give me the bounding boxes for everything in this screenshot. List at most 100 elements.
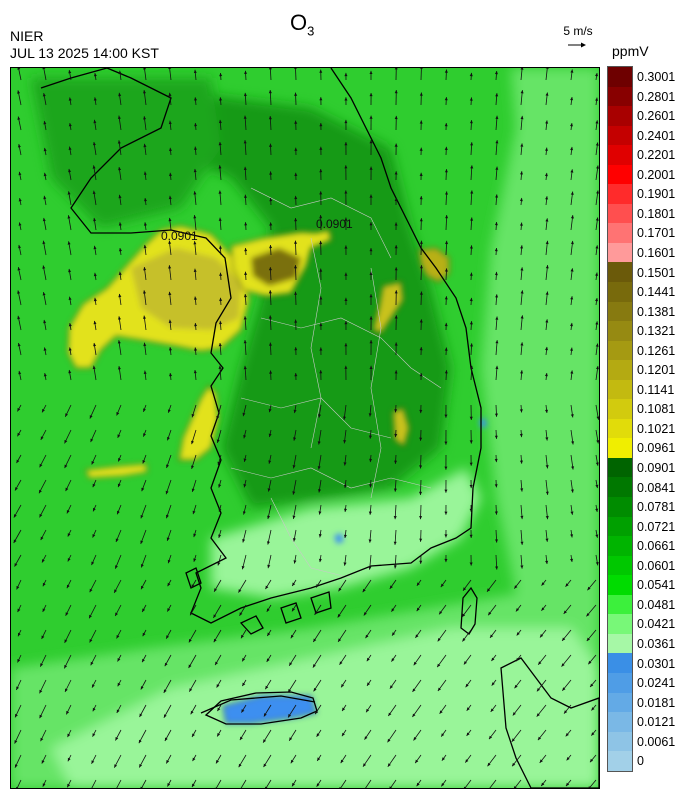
wind-arrow xyxy=(319,122,323,131)
wind-arrow xyxy=(539,754,547,764)
wind-arrow xyxy=(595,404,599,420)
wind-arrow xyxy=(67,754,72,762)
wind-arrow xyxy=(117,679,122,687)
wind-arrow xyxy=(68,369,72,381)
wind-arrow xyxy=(115,529,122,543)
wind-arrow xyxy=(520,245,524,256)
wind-arrow xyxy=(586,629,597,642)
wind-arrow xyxy=(262,729,272,743)
wind-arrow xyxy=(42,68,47,81)
species-subscript: 3 xyxy=(307,23,315,39)
south-sea-lighter-field xyxy=(51,628,599,788)
wind-arrow xyxy=(520,342,524,356)
wind-arrow xyxy=(469,479,473,489)
wind-arrow xyxy=(491,654,497,662)
wind-arrow xyxy=(65,479,72,492)
wind-arrow xyxy=(143,266,147,281)
wind-arrow xyxy=(512,704,522,716)
wind-arrow xyxy=(239,604,247,617)
wind-arrow xyxy=(66,779,72,788)
wind-arrow xyxy=(288,654,297,667)
wind-arrow xyxy=(344,365,348,381)
wind-arrow xyxy=(362,579,372,593)
wind-arrow xyxy=(570,370,574,381)
ulleung-island xyxy=(460,586,478,635)
wind-arrow xyxy=(117,340,122,356)
wind-arrow xyxy=(520,315,524,331)
wind-vector-field xyxy=(13,68,599,788)
wind-arrow xyxy=(68,168,72,181)
wind-arrow xyxy=(93,73,97,81)
wind-arrow xyxy=(193,168,197,181)
legend-swatch xyxy=(608,418,632,439)
legend-label: 0.1381 xyxy=(637,304,676,319)
wind-arrow xyxy=(268,68,272,81)
wind-arrow xyxy=(519,454,523,464)
wind-arrow xyxy=(193,296,197,306)
legend-label: 0.1021 xyxy=(637,421,676,436)
wind-arrow xyxy=(265,779,272,788)
wind-arrow xyxy=(39,679,47,694)
wind-arrow xyxy=(495,194,499,206)
wind-arrow xyxy=(545,346,549,356)
wind-arrow xyxy=(14,754,22,768)
wind-arrow xyxy=(413,729,422,741)
wind-arrow xyxy=(393,479,397,492)
legend-label: 0.1201 xyxy=(637,363,676,378)
wind-arrow xyxy=(292,504,297,519)
wind-arrow xyxy=(194,347,198,356)
wind-arrow xyxy=(413,654,422,666)
wind-arrow xyxy=(589,679,597,688)
wind-arrow xyxy=(515,654,522,662)
wind-arrow xyxy=(419,195,423,206)
wind-arrow xyxy=(369,70,373,80)
legend-label: 0.0481 xyxy=(637,597,676,612)
wind-arrow xyxy=(369,271,373,280)
wind-arrow xyxy=(267,504,272,520)
wind-arrow xyxy=(570,454,575,470)
wind-arrow xyxy=(14,729,22,744)
wind-arrow xyxy=(369,222,373,230)
wind-arrow xyxy=(43,195,47,206)
wind-arrow xyxy=(290,754,297,764)
wind-arrow xyxy=(168,319,172,331)
wind-arrow xyxy=(267,479,272,492)
wind-arrow xyxy=(394,342,398,356)
wind-arrow xyxy=(294,347,298,356)
wind-arrow xyxy=(441,754,447,761)
wind-arrow xyxy=(494,479,498,488)
wind-arrow xyxy=(394,429,398,438)
wind-arrow xyxy=(595,529,599,538)
legend-swatch xyxy=(608,184,632,204)
north-dark-green-field xyxy=(31,78,221,228)
wind-arrow xyxy=(369,339,373,356)
wind-arrow xyxy=(191,479,197,493)
wind-arrow xyxy=(541,579,547,586)
wind-arrow xyxy=(43,147,47,156)
wind-arrow xyxy=(419,120,423,131)
wind-arrow xyxy=(519,429,523,438)
wind-arrow xyxy=(193,241,197,256)
wind-arrow xyxy=(269,222,273,231)
wind-arrow xyxy=(64,404,72,417)
coastlines xyxy=(40,68,599,788)
wind-arrow xyxy=(540,779,547,787)
wind-arrow xyxy=(13,504,22,518)
legend-swatch xyxy=(608,516,632,537)
wind-arrow xyxy=(586,604,597,617)
wind-arrow xyxy=(520,479,524,492)
wind-arrow xyxy=(269,197,273,206)
wind-arrow xyxy=(89,629,97,643)
wind-arrow xyxy=(243,293,247,306)
wind-arrow xyxy=(570,146,574,156)
wind-arrow xyxy=(545,529,549,542)
wind-arrow xyxy=(369,454,373,463)
wind-arrow xyxy=(319,322,323,331)
wind-arrow xyxy=(444,404,448,418)
wind-arrow xyxy=(42,779,47,787)
wind-arrow xyxy=(394,370,398,381)
wind-arrow xyxy=(68,97,72,106)
wind-arrow xyxy=(570,215,574,231)
wind-arrow xyxy=(439,704,447,715)
wind-arrow xyxy=(394,267,398,281)
